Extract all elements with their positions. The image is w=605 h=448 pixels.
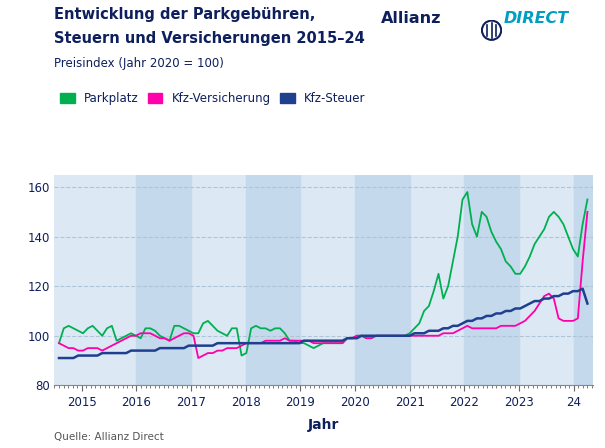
Text: Entwicklung der Parkgebühren,: Entwicklung der Parkgebühren,	[54, 7, 316, 22]
Text: Allianz: Allianz	[381, 11, 442, 26]
Legend: Parkplatz, Kfz-Versicherung, Kfz-Steuer: Parkplatz, Kfz-Versicherung, Kfz-Steuer	[60, 92, 365, 105]
Bar	[246, 175, 301, 385]
Text: Quelle: Allianz Direct: Quelle: Allianz Direct	[54, 432, 164, 442]
Bar	[137, 175, 191, 385]
X-axis label: Jahr: Jahr	[308, 418, 339, 432]
Bar	[574, 175, 598, 385]
Bar	[355, 175, 410, 385]
Text: Preisindex (Jahr 2020 = 100): Preisindex (Jahr 2020 = 100)	[54, 57, 224, 70]
Text: Steuern und Versicherungen 2015–24: Steuern und Versicherungen 2015–24	[54, 31, 365, 46]
Bar	[465, 175, 519, 385]
Text: DIRECT: DIRECT	[503, 11, 569, 26]
